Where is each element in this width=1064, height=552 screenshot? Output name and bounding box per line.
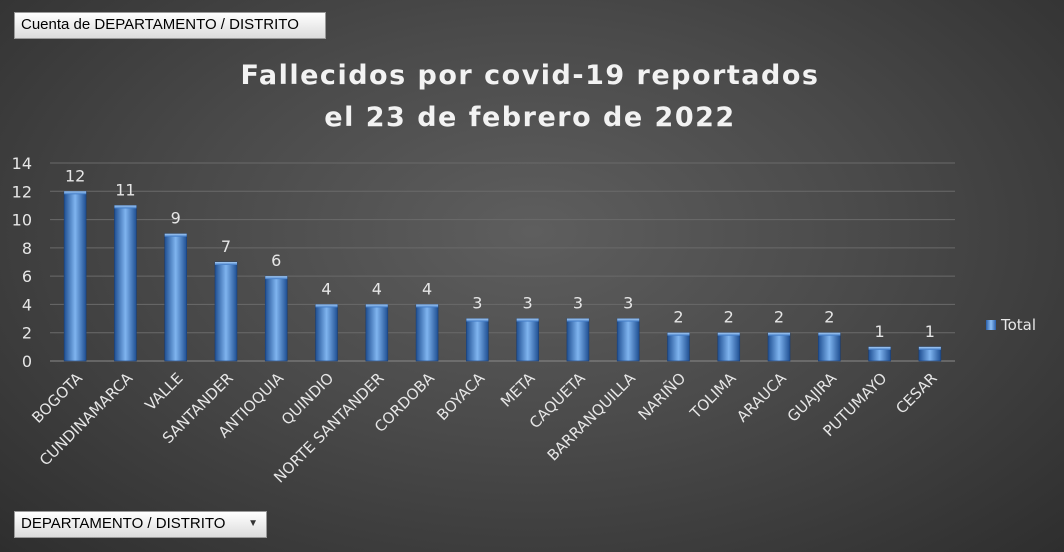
y-tick-label: 6 <box>22 267 32 286</box>
bar-cap <box>164 233 187 237</box>
bar-cap <box>516 318 539 322</box>
y-tick-label: 0 <box>22 352 32 371</box>
row-field-dropdown[interactable]: DEPARTAMENTO / DISTRITO ▼ <box>14 511 267 538</box>
bar-cap <box>566 318 589 322</box>
data-label: 7 <box>221 237 231 256</box>
x-tick-label: NARIÑO <box>634 368 689 423</box>
data-label: 4 <box>372 279 382 298</box>
data-label: 9 <box>171 209 181 228</box>
data-label: 6 <box>271 251 281 270</box>
data-label: 1 <box>925 322 935 341</box>
x-tick-label: META <box>497 369 539 411</box>
bar[interactable] <box>818 332 841 362</box>
y-tick-label: 8 <box>22 239 32 258</box>
bar[interactable] <box>516 318 539 362</box>
bar[interactable] <box>63 190 87 362</box>
bar[interactable] <box>315 304 338 362</box>
chart-title-line1: Fallecidos por covid-19 reportados <box>240 60 820 91</box>
x-tick-label: VALLE <box>141 369 186 414</box>
legend-swatch <box>986 320 996 330</box>
data-label: 2 <box>774 308 784 327</box>
y-tick-label: 12 <box>12 182 32 201</box>
y-tick-label: 10 <box>12 211 32 230</box>
bar-cap <box>868 346 891 350</box>
legend-label: Total <box>1001 316 1037 334</box>
bar[interactable] <box>566 318 590 362</box>
row-field-label: DEPARTAMENTO / DISTRITO <box>21 515 226 532</box>
bar-cap <box>365 304 388 308</box>
bar-cap <box>64 191 87 195</box>
bar-cap <box>768 332 791 336</box>
bar[interactable] <box>415 304 439 362</box>
chevron-down-icon: ▼ <box>248 518 258 529</box>
y-tick-label: 14 <box>12 154 32 173</box>
bar-cap <box>114 205 137 209</box>
y-tick-label: 2 <box>22 324 32 343</box>
data-label: 2 <box>824 308 834 327</box>
x-tick-label: TOLIMA <box>686 369 740 423</box>
bar-cap <box>416 304 439 308</box>
x-tick-label: CUNDINAMARCA <box>36 369 137 470</box>
bar-cap <box>918 346 941 350</box>
data-label: 4 <box>321 279 331 298</box>
bar-cap <box>466 318 489 322</box>
data-label: 3 <box>573 294 583 313</box>
data-label: 3 <box>523 294 533 313</box>
bar[interactable] <box>164 233 187 362</box>
data-label: 3 <box>623 294 633 313</box>
bar-cap <box>818 332 841 336</box>
bar[interactable] <box>114 205 137 362</box>
value-field-button[interactable]: Cuenta de DEPARTAMENTO / DISTRITO <box>14 12 326 39</box>
bar[interactable] <box>466 318 489 362</box>
bar-cap <box>667 332 690 336</box>
data-label: 1 <box>874 322 884 341</box>
data-label: 2 <box>673 308 683 327</box>
data-label: 4 <box>422 279 432 298</box>
bar[interactable] <box>767 332 791 362</box>
chart-title-line2: el 23 de febrero de 2022 <box>324 102 736 133</box>
y-tick-label: 4 <box>22 295 32 314</box>
bar[interactable] <box>264 275 288 362</box>
data-label: 11 <box>115 180 135 199</box>
data-label: 2 <box>724 308 734 327</box>
x-tick-label: ARAUCA <box>733 369 790 426</box>
bar-cap <box>265 276 288 280</box>
x-tick-label: CESAR <box>892 369 940 417</box>
bar[interactable] <box>717 332 741 362</box>
x-tick-label: BARRANQUILLA <box>544 369 640 465</box>
bar[interactable] <box>616 318 640 362</box>
bar-cap <box>214 262 237 265</box>
bar-cap <box>617 318 640 322</box>
bar[interactable] <box>667 332 690 362</box>
x-tick-label: BOYACA <box>433 369 488 424</box>
bar[interactable] <box>214 261 238 362</box>
data-label: 12 <box>65 166 85 185</box>
bar-cap <box>315 304 338 308</box>
bar-cap <box>717 332 740 336</box>
bar[interactable] <box>365 304 389 362</box>
data-label: 3 <box>472 294 482 313</box>
legend: Total <box>986 316 1036 334</box>
